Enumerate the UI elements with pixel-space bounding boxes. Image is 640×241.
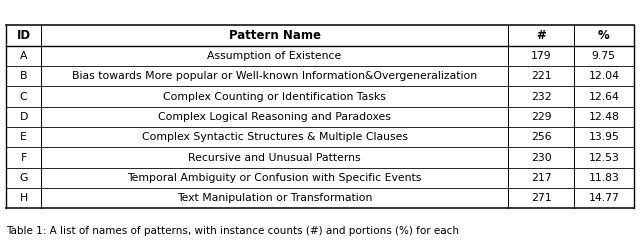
Text: %: %: [598, 29, 610, 42]
Text: #: #: [536, 29, 546, 42]
Text: Table 1: A list of names of patterns, with instance counts (#) and portions (%) : Table 1: A list of names of patterns, wi…: [6, 226, 460, 236]
Text: 12.48: 12.48: [588, 112, 620, 122]
Text: E: E: [20, 132, 27, 142]
Text: 217: 217: [531, 173, 552, 183]
Text: 271: 271: [531, 193, 552, 203]
Text: A: A: [20, 51, 28, 61]
Text: Text Manipulation or Transformation: Text Manipulation or Transformation: [177, 193, 372, 203]
Text: 230: 230: [531, 153, 552, 163]
Text: G: G: [19, 173, 28, 183]
Text: 232: 232: [531, 92, 552, 101]
Text: 229: 229: [531, 112, 552, 122]
Text: D: D: [19, 112, 28, 122]
Text: 12.53: 12.53: [588, 153, 620, 163]
Text: Recursive and Unusual Patterns: Recursive and Unusual Patterns: [188, 153, 361, 163]
Text: 179: 179: [531, 51, 552, 61]
Text: Pattern Name: Pattern Name: [228, 29, 321, 42]
Text: 221: 221: [531, 71, 552, 81]
Text: Complex Logical Reasoning and Paradoxes: Complex Logical Reasoning and Paradoxes: [158, 112, 391, 122]
Text: H: H: [20, 193, 28, 203]
Text: 9.75: 9.75: [592, 51, 616, 61]
Text: ID: ID: [17, 29, 31, 42]
Text: B: B: [20, 71, 28, 81]
Text: 14.77: 14.77: [588, 193, 620, 203]
Text: Bias towards More popular or Well-known Information&Overgeneralization: Bias towards More popular or Well-known …: [72, 71, 477, 81]
Text: 256: 256: [531, 132, 552, 142]
Text: C: C: [20, 92, 28, 101]
Text: 13.95: 13.95: [588, 132, 620, 142]
Text: F: F: [20, 153, 27, 163]
Text: 11.83: 11.83: [588, 173, 620, 183]
Text: Complex Counting or Identification Tasks: Complex Counting or Identification Tasks: [163, 92, 386, 101]
Text: 12.04: 12.04: [588, 71, 620, 81]
Text: Assumption of Existence: Assumption of Existence: [207, 51, 342, 61]
Text: Complex Syntactic Structures & Multiple Clauses: Complex Syntactic Structures & Multiple …: [141, 132, 408, 142]
Text: 12.64: 12.64: [588, 92, 620, 101]
Text: Temporal Ambiguity or Confusion with Specific Events: Temporal Ambiguity or Confusion with Spe…: [127, 173, 422, 183]
